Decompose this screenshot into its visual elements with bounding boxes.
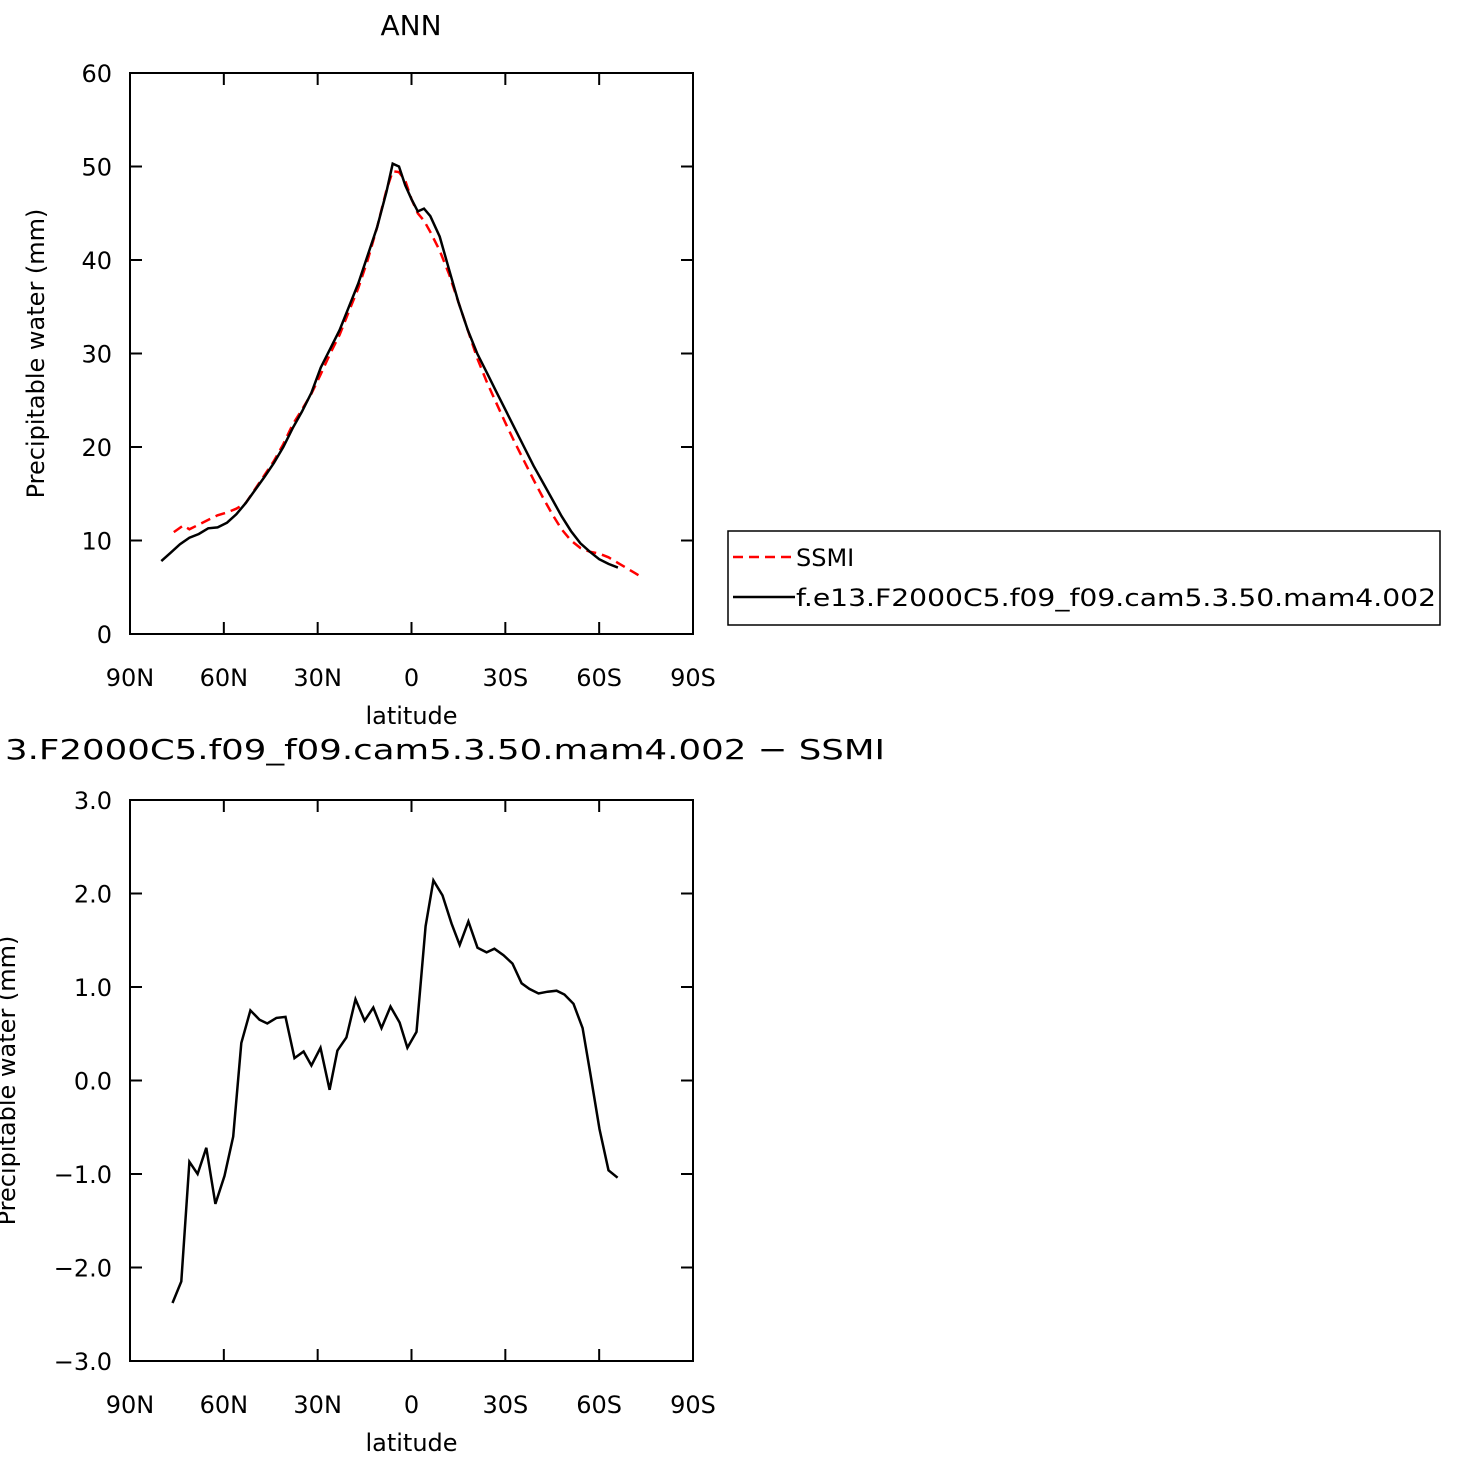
- legend-box: [727, 530, 1441, 626]
- data-line: [171, 876, 619, 1304]
- x-tick-label: 90S: [670, 1391, 716, 1419]
- y-tick-label: −2.0: [54, 1255, 112, 1283]
- chart-title: ANN: [380, 9, 441, 42]
- plot-frame: [129, 799, 694, 1362]
- x-tick-label: 30N: [293, 664, 342, 692]
- x-tick-label: 60S: [576, 1391, 622, 1419]
- x-tick-label: 90S: [670, 664, 716, 692]
- x-tick-label: 30S: [482, 664, 528, 692]
- y-tick-label: 20: [81, 434, 112, 462]
- y-tick-label: 0.0: [74, 1068, 112, 1096]
- y-tick-label: 50: [81, 154, 112, 182]
- y-tick-label: 1.0: [74, 974, 112, 1002]
- x-tick-label: 0: [404, 664, 419, 692]
- x-tick-label: 90N: [106, 664, 155, 692]
- y-tick-label: 0: [97, 621, 112, 649]
- y-tick-label: −1.0: [54, 1161, 112, 1189]
- x-tick-label: 90N: [106, 1391, 155, 1419]
- x-tick-label: 60N: [200, 664, 249, 692]
- x-axis-label: latitude: [365, 702, 457, 730]
- x-tick-label: 30S: [482, 1391, 528, 1419]
- legend-label: SSMI: [796, 544, 854, 572]
- legend-label: f.e13.F2000C5.f09_f09.cam5.3.50.mam4.002: [796, 584, 1436, 612]
- y-tick-label: 30: [81, 341, 112, 369]
- y-tick-label: 2.0: [74, 881, 112, 909]
- y-tick-label: 3.0: [74, 787, 112, 815]
- x-tick-label: 30N: [293, 1391, 342, 1419]
- data-line: [173, 169, 644, 579]
- x-axis-label: latitude: [365, 1429, 457, 1457]
- data-line: [160, 161, 619, 569]
- x-tick-label: 0: [404, 1391, 419, 1419]
- y-axis-label: Precipitable water (mm): [22, 209, 50, 499]
- y-tick-label: 40: [81, 247, 112, 275]
- y-tick-label: −3.0: [54, 1348, 112, 1376]
- chart-title: 3.F2000C5.f09_f09.cam5.3.50.mam4.002 − S…: [5, 733, 885, 766]
- y-tick-label: 60: [81, 60, 112, 88]
- y-axis-label: Precipitable water (mm): [0, 936, 21, 1226]
- x-tick-label: 60N: [200, 1391, 249, 1419]
- y-tick-label: 10: [81, 528, 112, 556]
- x-tick-label: 60S: [576, 664, 622, 692]
- plot-frame: [129, 72, 694, 635]
